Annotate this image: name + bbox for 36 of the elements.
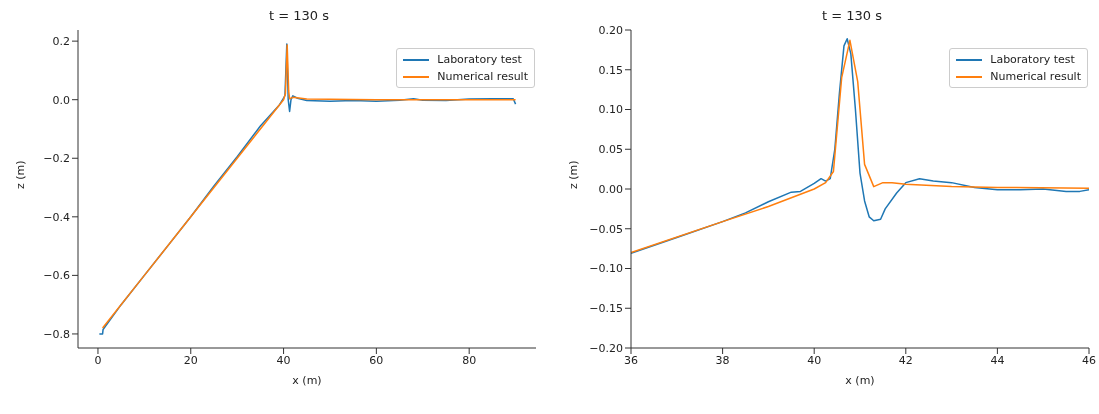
y-axis-title: z (m) [566,160,580,189]
y-tick-label: −0.6 [43,269,70,283]
y-tick-label: −0.2 [43,152,70,166]
x-tick-label: 0 [94,353,102,367]
y-tick-label: −0.15 [589,302,623,316]
x-tick-label: 46 [1082,353,1096,367]
y-tick-label: 0.20 [598,23,623,37]
x-tick-label: 80 [462,353,477,367]
y-tick-label: 0.05 [598,143,623,157]
y-tick-label: −0.20 [589,341,623,355]
chart-title: t = 130 s [821,8,883,23]
legend-label: Laboratory test [437,52,522,68]
y-tick-label: −0.05 [589,222,623,236]
chart-title: t = 130 s [268,8,330,23]
y-tick-label: 0.15 [598,63,623,77]
y-tick-label: −0.10 [589,262,623,276]
y-axis-title: z (m) [13,160,27,189]
y-tick-label: −0.4 [43,210,70,224]
x-axis-title: x (m) [845,374,875,387]
x-tick-label: 44 [990,353,1005,367]
legend-label: Laboratory test [990,52,1075,68]
x-axis-title: x (m) [292,374,322,387]
y-tick-label: 0.2 [52,35,70,49]
y-tick-label: 0.10 [598,103,623,117]
legend-label: Numerical result [437,69,528,85]
x-tick-label: 20 [183,353,198,367]
x-tick-label: 36 [624,353,638,367]
x-tick-label: 40 [807,353,822,367]
x-tick-label: 60 [369,353,384,367]
x-tick-label: 40 [276,353,291,367]
x-tick-label: 42 [898,353,913,367]
legend-label: Numerical result [990,69,1081,85]
x-tick-label: 38 [715,353,730,367]
y-tick-label: 0.0 [52,93,70,107]
y-tick-label: −0.8 [43,327,70,341]
y-tick-label: 0.00 [598,182,623,196]
